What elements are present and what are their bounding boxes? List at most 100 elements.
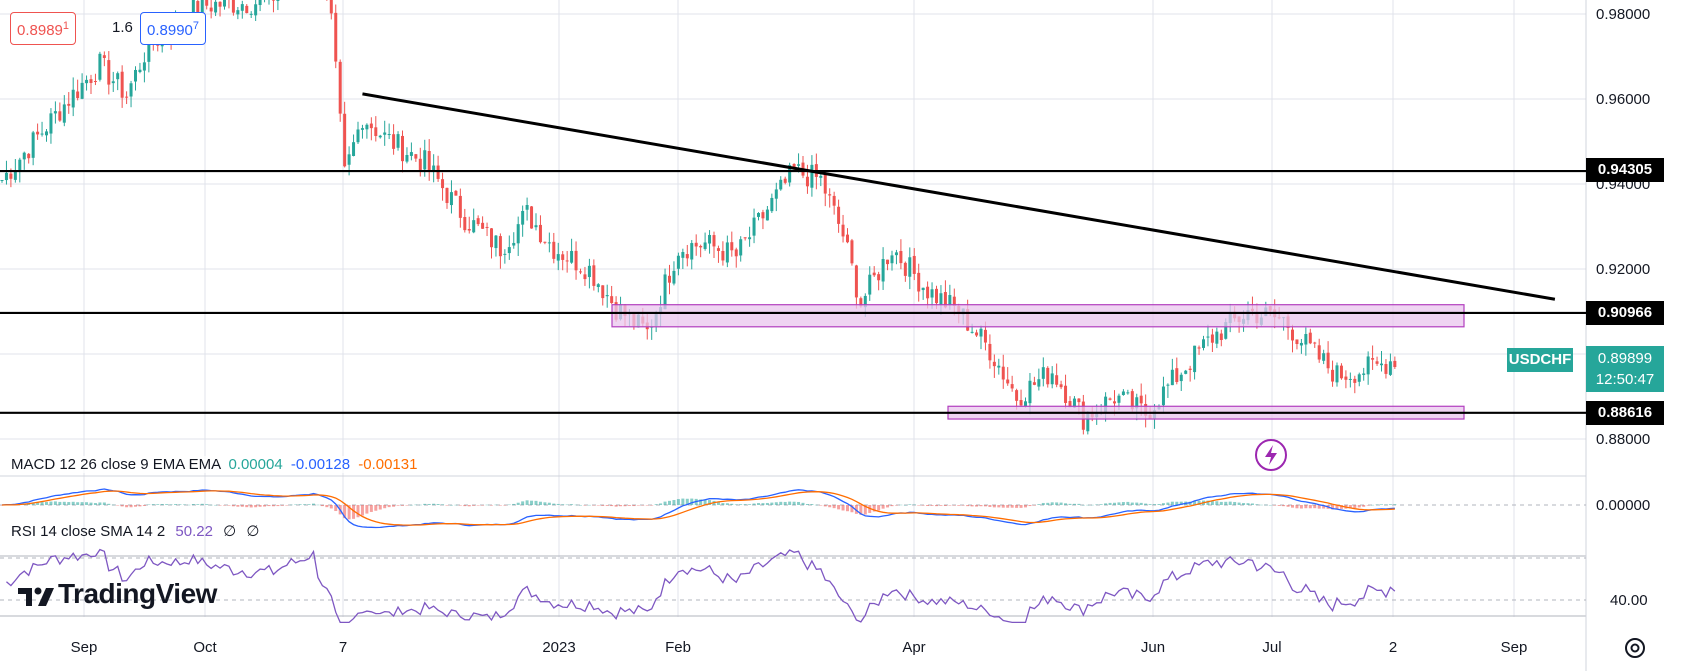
macd-histogram-bar-193 [859,505,863,515]
macd-histogram-bar-45 [200,503,204,505]
candle-body-233 [1037,379,1041,387]
macd-histogram-bar-138 [614,505,618,507]
macd-histogram-bar-8 [36,502,40,505]
lightning-icon[interactable] [1254,438,1288,472]
macd-histogram-bar-218 [970,505,974,507]
candle-body-137 [610,296,614,304]
candle-body-158 [703,242,707,249]
macd-histogram-bar-204 [908,504,912,505]
macd-histogram-bar-29 [129,505,133,508]
macd-histogram-bar-11 [49,501,53,505]
candle-body-273 [1215,331,1219,344]
macd-histogram-bar-235 [1046,502,1050,505]
candle-body-19 [85,79,89,84]
candle-body-154 [685,254,689,259]
macd-histogram-bar-297 [1322,505,1326,509]
candle-body-196 [872,272,876,276]
candle-body-249 [1108,398,1112,400]
macd-histogram-bar-60 [267,505,271,507]
macd-histogram-bar-273 [1215,501,1219,505]
candle-body-29 [129,83,133,97]
macd-histogram-bar-157 [699,499,703,505]
candle-body-49 [218,1,222,7]
candle-body-170 [757,213,760,217]
macd-histogram-bar-130 [579,504,582,506]
candle-body-199 [886,259,890,265]
macd-histogram-bar-88 [392,505,396,507]
candle-body-16 [71,89,75,108]
macd-histogram-bar-252 [1121,502,1125,505]
candle-body-87 [387,134,391,136]
macd-histogram-bar-37 [165,504,169,505]
candle-body-131 [583,274,587,280]
macd-histogram-bar-237 [1055,502,1059,505]
candle-body-201 [894,252,898,256]
candle-body-2 [9,173,13,179]
macd-histogram-bar-245 [1090,504,1094,506]
macd-histogram-bar-310 [1380,504,1383,505]
macd-histogram-bar-140 [623,505,627,507]
candle-body-269 [1197,347,1201,349]
macd-histogram-bar-283 [1259,504,1263,506]
macd-histogram-bar-126 [561,504,565,505]
candle-body-294 [1308,332,1312,344]
candle-body-17 [76,91,80,99]
candle-body-221 [983,329,987,343]
settings-icon[interactable] [1622,635,1648,661]
bid-price-box[interactable]: 0.89891 [10,12,77,45]
macd-histogram-bar-144 [641,505,645,506]
macd-histogram-bar-74 [329,505,333,509]
macd-histogram-bar-104 [463,505,467,507]
candle-body-160 [712,235,716,247]
candle-body-306 [1362,373,1366,375]
candle-body-200 [890,255,894,264]
macd-histogram-value: 0.00004 [228,456,283,473]
macd-histogram-bar-93 [414,504,418,506]
macd-histogram-bar-166 [739,504,743,505]
macd-histogram-bar-254 [1130,502,1134,505]
candle-body-9 [40,133,44,135]
tradingview-watermark: TradingView [58,578,217,609]
macd-histogram-bar-205 [912,504,916,506]
macd-histogram-bar-155 [690,498,694,505]
candle-body-97 [432,165,436,173]
macd-histogram-bar-98 [436,504,440,505]
macd-histogram-bar-215 [957,505,961,506]
macd-histogram-bar-263 [1170,501,1174,505]
candle-body-135 [601,285,605,299]
candle-body-291 [1295,339,1299,345]
macd-histogram-bar-30 [134,505,137,507]
macd-histogram-bar-201 [894,505,898,506]
macd-histogram-bar-84 [374,505,378,511]
ask-price-box[interactable]: 0.89907 [140,12,207,45]
macd-histogram-bar-216 [961,505,965,506]
macd-histogram-bar-229 [1019,505,1023,508]
macd-histogram-bar-304 [1353,505,1357,509]
macd-histogram-bar-231 [1028,505,1032,507]
macd-histogram-bar-95 [423,503,427,505]
candle-body-301 [1339,365,1343,379]
macd-histogram-bar-180 [801,502,805,505]
macd-histogram-bar-257 [1144,503,1148,505]
candle-body-11 [49,113,53,134]
macd-histogram-bar-137 [610,505,614,507]
candle-body-186 [828,194,832,196]
macd-histogram-bar-146 [650,505,654,506]
candle-body-3 [13,170,17,180]
macd-histogram-bar-249 [1108,502,1112,505]
candle-body-150 [668,275,671,283]
macd-histogram-bar-86 [383,505,387,509]
macd-histogram-bar-10 [45,502,48,505]
candle-body-295 [1313,342,1317,344]
candle-body-255 [1135,397,1139,409]
macd-histogram-bar-173 [770,502,774,505]
candle-body-222 [988,343,992,361]
candle-body-161 [716,248,720,251]
candle-body-76 [338,61,342,114]
macd-histogram-bar-143 [636,505,640,506]
candle-body-21 [93,81,97,83]
macd-histogram-bar-120 [534,500,538,505]
candle-body-10 [45,131,48,136]
macd-histogram-bar-177 [788,501,792,505]
